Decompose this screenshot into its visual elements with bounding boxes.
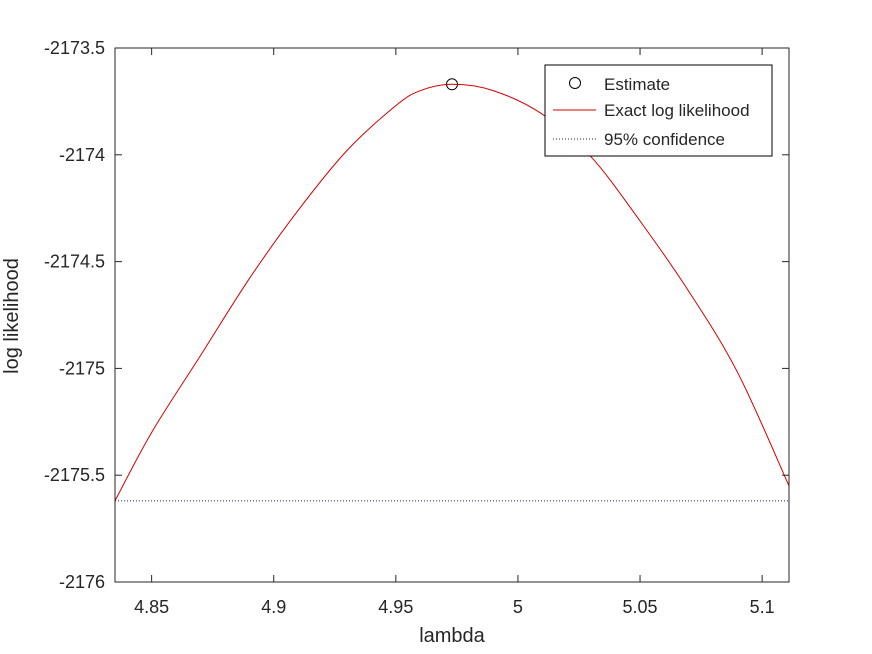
x-tick-label: 5.05	[623, 597, 658, 617]
y-tick-label: -2175	[59, 358, 105, 378]
x-axis-label: lambda	[419, 625, 485, 647]
axes: 4.85 4.9 4.95 5 5.05 5.1 -2176 -2175.5 -2175 -217…	[44, 38, 790, 617]
y-tick-label: -2174	[59, 145, 105, 165]
legend: Estimate Exact log likelihood 95% confid…	[544, 64, 773, 157]
x-tick-label: 5	[513, 597, 523, 617]
y-tick-label: -2173.5	[44, 38, 105, 58]
x-tick-label: 5.1	[750, 597, 775, 617]
axes-frame	[114, 47, 790, 583]
y-tick-label: -2176	[59, 572, 105, 592]
legend-estimate-label: Estimate	[604, 75, 670, 94]
legend-estimate-marker	[569, 77, 581, 89]
y-tick-label: -2174.5	[44, 252, 105, 272]
y-tick-label: -2175.5	[44, 465, 105, 485]
legend-exact-label: Exact log likelihood	[604, 101, 750, 120]
x-tick-label: 4.9	[261, 597, 286, 617]
exact-log-likelihood-line	[115, 83, 789, 502]
x-tick-label: 4.95	[378, 597, 413, 617]
x-tick-label: 4.85	[134, 597, 169, 617]
plot-area	[115, 78, 789, 502]
legend-confidence-label: 95% confidence	[604, 130, 725, 149]
y-axis-label: log likelihood	[1, 258, 23, 374]
